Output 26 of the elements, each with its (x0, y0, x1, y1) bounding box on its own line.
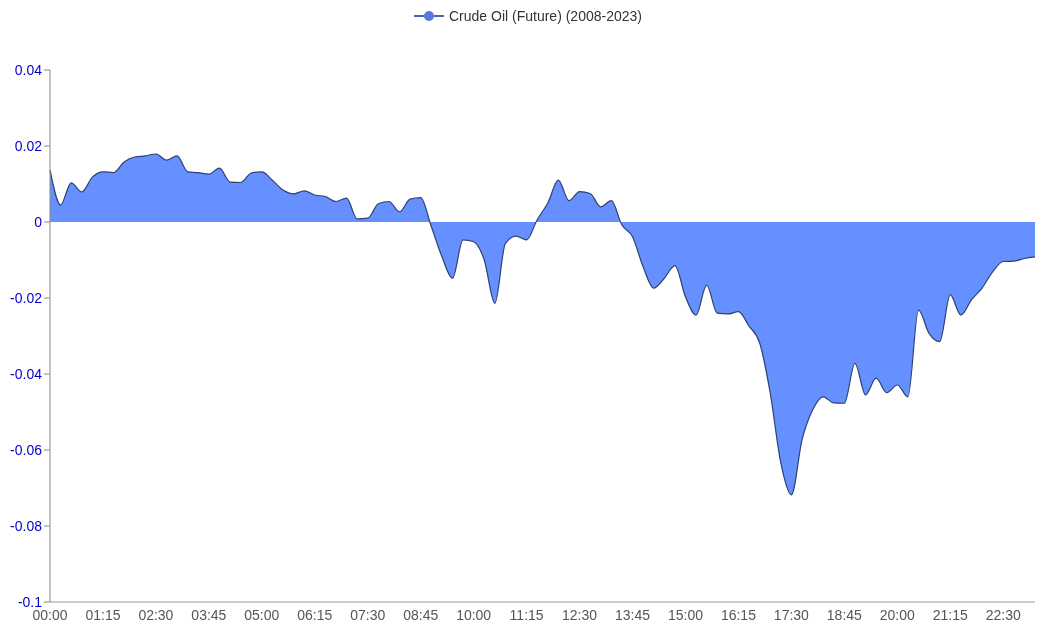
text: Crude Oil (Future) (2008-2023) (449, 8, 642, 24)
x-tick-label: 17:30 (773, 606, 810, 623)
x-tick-label: 18:45 (826, 606, 863, 623)
x-tick-label: 03:45 (191, 606, 227, 623)
y-tick-label: 0 (34, 213, 43, 230)
x-tick-label: 05:00 (244, 606, 280, 623)
x-tick-label: 10:00 (456, 606, 492, 623)
x-tick-label: 22:30 (985, 606, 1021, 623)
x-tick-label: 13:45 (615, 606, 651, 623)
y-tick-label: -0.08 (10, 517, 43, 534)
x-tick-label: 21:15 (932, 606, 968, 623)
x-tick-label: 06:15 (297, 606, 333, 623)
x-tick-label: 16:15 (720, 606, 757, 623)
y-tick-label: -0.02 (10, 289, 43, 306)
y-tick-label: 0.02 (14, 137, 43, 154)
x-tick-label: 01:15 (85, 606, 121, 623)
y-tick-label: -0.04 (10, 365, 43, 382)
x-tick-label: 07:30 (350, 606, 386, 623)
x-tick-label: 12:30 (562, 606, 598, 623)
x-tick-label: 20:00 (879, 606, 916, 623)
x-tick-label: 02:30 (138, 606, 174, 623)
x-tick-label: 08:45 (403, 606, 439, 623)
y-tick-label: 0.04 (14, 61, 43, 78)
y-tick-label: -0.06 (10, 441, 43, 458)
x-tick-label: 11:15 (509, 606, 544, 623)
x-tick-label: 15:00 (667, 606, 704, 623)
